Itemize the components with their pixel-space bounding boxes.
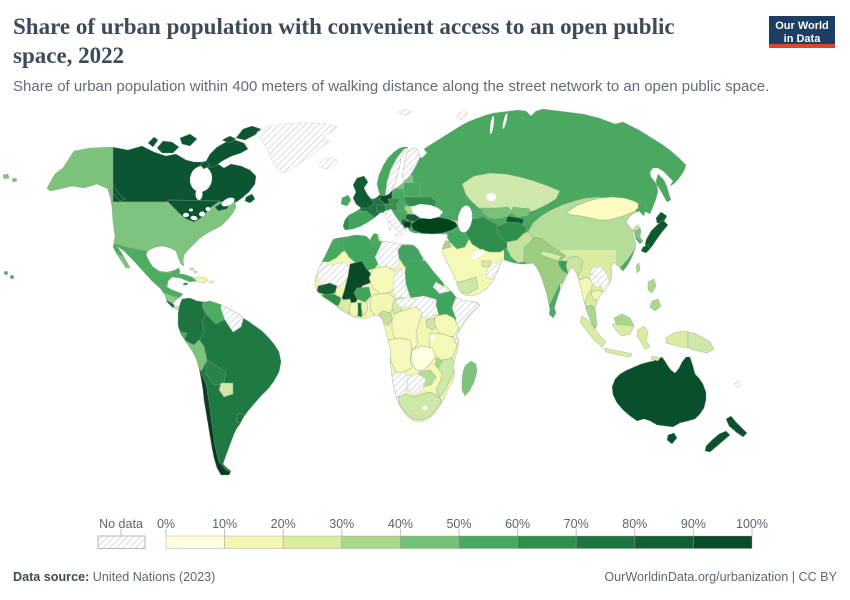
svg-text:0%: 0%: [157, 517, 175, 531]
svg-text:50%: 50%: [446, 517, 471, 531]
svg-text:40%: 40%: [388, 517, 413, 531]
svg-text:90%: 90%: [681, 517, 706, 531]
svg-text:60%: 60%: [505, 517, 530, 531]
svg-text:20%: 20%: [271, 517, 296, 531]
svg-text:100%: 100%: [736, 517, 768, 531]
svg-text:80%: 80%: [622, 517, 647, 531]
svg-text:No data: No data: [99, 517, 143, 531]
svg-text:70%: 70%: [564, 517, 589, 531]
svg-text:10%: 10%: [212, 517, 237, 531]
svg-text:30%: 30%: [329, 517, 354, 531]
